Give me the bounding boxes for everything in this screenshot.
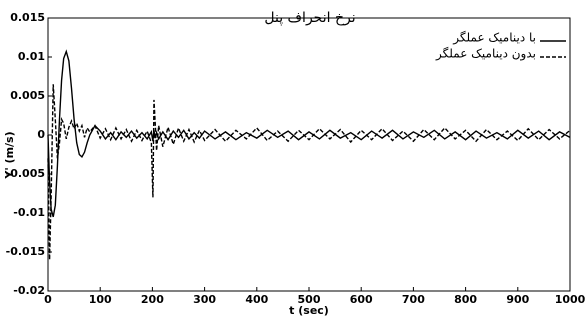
- x-tick-label: 1000: [555, 293, 586, 306]
- y-tick-label: -0.02: [13, 284, 45, 297]
- y-tick-label: -0.005: [6, 167, 45, 180]
- y-axis-label: Y' (m/s): [3, 131, 16, 179]
- x-tick-label: 300: [193, 293, 216, 306]
- x-tick-label: 700: [402, 293, 425, 306]
- x-axis-label: t (sec): [289, 304, 329, 317]
- x-tick-label: 900: [506, 293, 529, 306]
- series-line: [47, 84, 571, 260]
- x-tick-label: 500: [298, 293, 321, 306]
- series-line: [47, 49, 571, 218]
- legend-label: بدون دینامیک عملگر: [435, 47, 536, 62]
- y-tick-label: 0: [37, 128, 45, 141]
- x-tick-label: 400: [245, 293, 268, 306]
- x-tick-label: 200: [141, 293, 164, 306]
- y-tick-label: -0.015: [6, 245, 45, 258]
- x-tick-label: 0: [44, 293, 52, 306]
- legend-label: با دینامیک عملگر: [452, 31, 536, 46]
- y-tick-label: 0.015: [10, 11, 45, 24]
- y-tick-label: 0.005: [10, 89, 45, 102]
- y-tick-label: -0.01: [13, 206, 45, 219]
- x-tick-label: 600: [350, 293, 373, 306]
- x-tick-label: 100: [89, 293, 112, 306]
- y-tick-label: 0.01: [18, 50, 45, 63]
- x-tick-label: 800: [454, 293, 477, 306]
